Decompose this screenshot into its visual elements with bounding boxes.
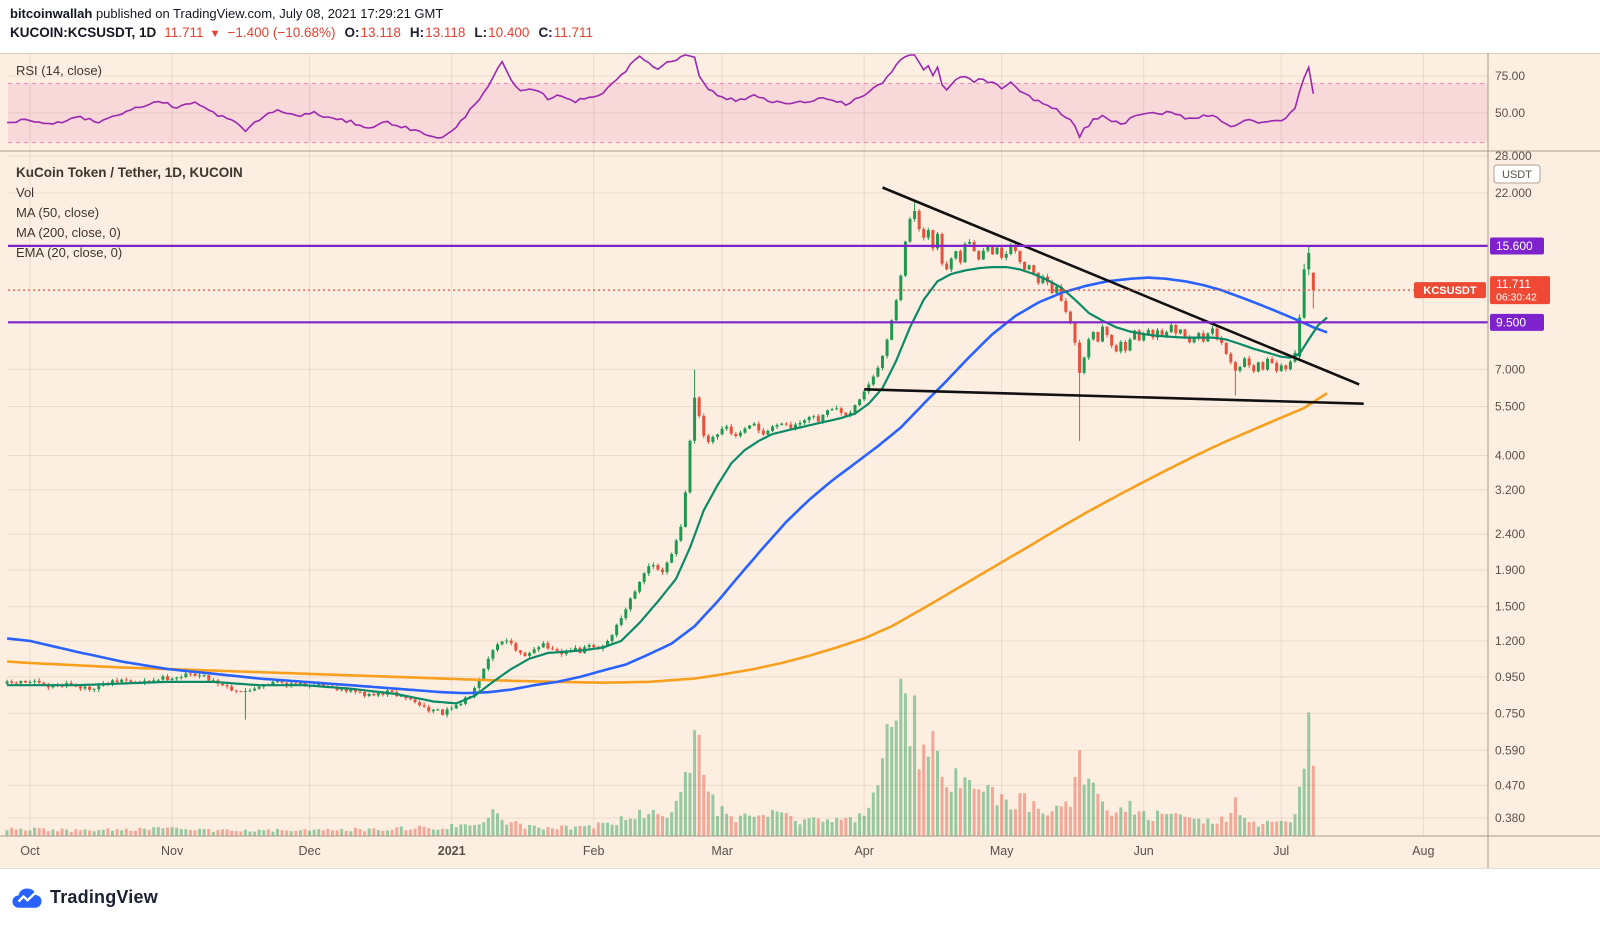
- ma200-line: [7, 392, 1328, 685]
- low-value: 10.400: [488, 25, 530, 40]
- down-arrow-icon: ▼: [209, 28, 221, 40]
- rsi-line: [7, 54, 1315, 140]
- month-label: Oct: [20, 844, 40, 858]
- last-price-tag: [1490, 276, 1550, 305]
- currency-usdt-button[interactable]: [1493, 164, 1541, 184]
- tradingview-link[interactable]: TradingView: [12, 887, 158, 909]
- time-axis[interactable]: Oct Nov Dec 2021 Feb Mar Apr May Jun Jul Aug: [20, 844, 1434, 858]
- chart-area[interactable]: 28.000 22.000 15.600 11.711 06:30:42 9.500 7.0…: [0, 53, 1600, 868]
- open-value: 13.118: [360, 25, 401, 40]
- price-tick-label: 5.500: [1495, 399, 1525, 413]
- chart-background: [0, 53, 1600, 868]
- price-tick-label: 1.200: [1495, 634, 1525, 648]
- price-tick-label: 1.900: [1495, 563, 1525, 577]
- open-label: O:: [344, 25, 360, 40]
- level-price-tag: [1490, 237, 1544, 255]
- rsi-tick-label: 75.00: [1495, 69, 1525, 83]
- candlesticks: [5, 200, 1315, 720]
- tradingview-logo-icon: [12, 888, 42, 908]
- footer: TradingView: [0, 868, 1600, 926]
- publish-info-line: bitcoinwallah published on TradingView.c…: [10, 6, 1600, 21]
- panel-separators: [0, 53, 1600, 868]
- level-price-tag-text: 9.500: [1496, 315, 1526, 329]
- rsi-band: [8, 82, 1488, 144]
- published-text: published on TradingView.com, July 08, 2…: [92, 6, 444, 21]
- support-resistance-lines[interactable]: [8, 244, 1488, 324]
- month-label: Nov: [161, 844, 184, 858]
- month-label: Feb: [583, 844, 605, 858]
- month-label: May: [990, 844, 1014, 858]
- price-tick-label: 4.000: [1495, 449, 1525, 463]
- price-tick-label: 28.000: [1495, 149, 1532, 163]
- month-label: Mar: [711, 844, 733, 858]
- trendlines[interactable]: [864, 186, 1364, 405]
- month-label: 2021: [438, 844, 466, 858]
- month-label: Aug: [1412, 844, 1434, 858]
- price-tick-label: 0.470: [1495, 778, 1525, 792]
- month-label: Jun: [1134, 844, 1154, 858]
- last-price-tag-value: 11.711: [1496, 277, 1531, 291]
- rsi-tick-label: 50.00: [1495, 106, 1525, 120]
- trendline-descending-resistance: [882, 186, 1360, 386]
- header: bitcoinwallah published on TradingView.c…: [0, 0, 1600, 53]
- symbol-info-line: KUCOIN:KCSUSDT, 1D 11.711 ▼ −1.400 (−10.…: [10, 25, 1600, 40]
- close-value: 11.711: [553, 25, 593, 40]
- price-tick-label: 2.400: [1495, 527, 1525, 541]
- currency-usdt-label: USDT: [1502, 169, 1532, 181]
- trendline-flat-support: [864, 388, 1364, 405]
- change-value: −1.400 (−10.68%): [227, 25, 336, 40]
- level-price-tag-text: 15.600: [1496, 239, 1533, 253]
- price-tick-label: 22.000: [1495, 186, 1532, 200]
- price-tick-label: 0.950: [1495, 670, 1525, 684]
- price-tick-label: 0.380: [1495, 811, 1525, 825]
- symbol-price-tag-text: KCSUSDT: [1423, 285, 1476, 297]
- month-label: Dec: [298, 844, 320, 858]
- symbol-title: KUCOIN:KCSUSDT, 1D: [10, 25, 157, 40]
- price-tick-label: 1.500: [1495, 600, 1525, 614]
- tradingview-wordmark: TradingView: [50, 887, 158, 907]
- last-price-value: 11.711: [164, 25, 204, 40]
- author-name: bitcoinwallah: [10, 6, 93, 21]
- high-value: 13.118: [425, 25, 466, 40]
- gridlines: [8, 53, 1488, 836]
- price-tick-label: 3.200: [1495, 483, 1525, 497]
- price-tick-label: 7.000: [1495, 362, 1525, 376]
- high-label: H:: [409, 25, 425, 40]
- close-label: C:: [538, 25, 553, 40]
- symbol-price-tag: KCSUSDT: [1414, 282, 1486, 299]
- month-label: Jul: [1273, 844, 1289, 858]
- low-label: L:: [474, 25, 488, 40]
- level-price-tag: [1490, 313, 1544, 331]
- month-label: Apr: [854, 844, 873, 858]
- price-tick-label: 0.750: [1495, 706, 1525, 720]
- price-tick-label: 0.590: [1495, 743, 1525, 757]
- volume-bars: [5, 678, 1315, 836]
- countdown-timer: 06:30:42: [1496, 292, 1537, 304]
